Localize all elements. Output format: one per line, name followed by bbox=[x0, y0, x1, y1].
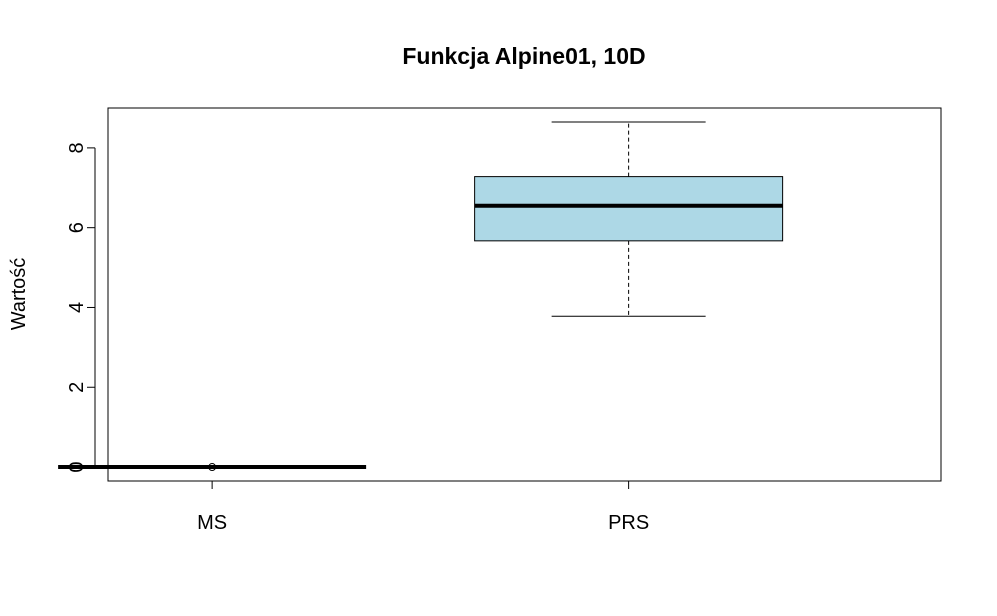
y-tick-label: 4 bbox=[66, 302, 88, 313]
chart-title: Funkcja Alpine01, 10D bbox=[402, 43, 645, 69]
box-group bbox=[58, 121, 784, 472]
box-iqr bbox=[474, 176, 784, 242]
x-axis: MS PRS bbox=[197, 481, 649, 534]
y-axis: 02468 bbox=[66, 142, 96, 473]
y-tick-label: 8 bbox=[66, 142, 88, 153]
y-tick-label: 6 bbox=[66, 222, 88, 233]
y-tick-label: 2 bbox=[66, 382, 88, 393]
y-axis-label: Wartość bbox=[8, 258, 30, 331]
outlier-point bbox=[208, 463, 217, 472]
x-tick-label: PRS bbox=[608, 512, 649, 534]
x-tick-label: MS bbox=[197, 512, 227, 534]
box-ms bbox=[58, 463, 367, 472]
plot-frame bbox=[107, 107, 942, 482]
box-prs bbox=[474, 121, 784, 317]
